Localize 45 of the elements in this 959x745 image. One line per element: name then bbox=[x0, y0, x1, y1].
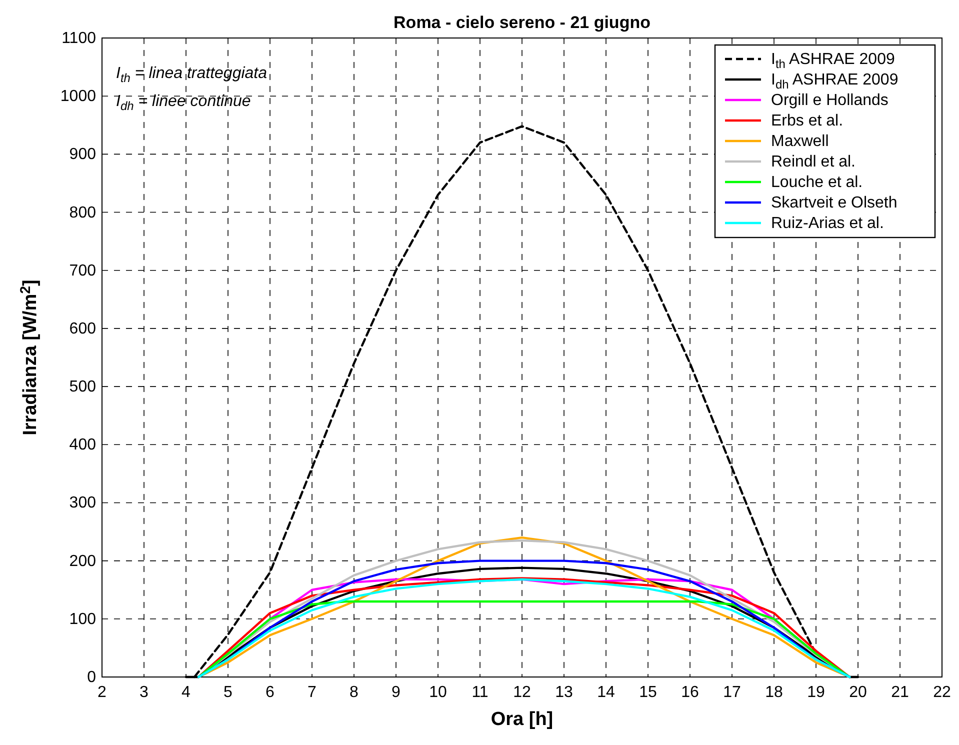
x-tick-label: 21 bbox=[891, 684, 909, 701]
x-tick-label: 10 bbox=[429, 684, 447, 701]
y-tick-label: 400 bbox=[69, 436, 96, 454]
y-tick-label: 100 bbox=[69, 610, 96, 628]
x-tick-label: 13 bbox=[555, 684, 573, 701]
x-tick-label: 7 bbox=[308, 684, 317, 701]
legend-label: I$_{th}$ ASHRAE 2009 bbox=[771, 51, 895, 71]
y-tick-label: 800 bbox=[69, 204, 96, 222]
x-tick-label: 18 bbox=[765, 684, 783, 701]
x-tick-label: 3 bbox=[140, 684, 149, 701]
x-tick-label: 14 bbox=[597, 684, 615, 701]
legend-label: Orgill e Hollands bbox=[771, 92, 888, 109]
x-tick-label: 9 bbox=[392, 684, 401, 701]
x-tick-label: 15 bbox=[639, 684, 657, 701]
y-tick-label: 200 bbox=[69, 552, 96, 570]
x-tick-label: 22 bbox=[933, 684, 951, 701]
x-tick-label: 8 bbox=[350, 684, 359, 701]
legend-label: Louche et al. bbox=[771, 174, 863, 191]
legend-label: Erbs et al. bbox=[771, 112, 844, 130]
legend-label: Skartveit e Olseth bbox=[771, 194, 898, 212]
y-tick-label: 600 bbox=[69, 320, 96, 338]
x-tick-label: 20 bbox=[849, 684, 867, 701]
legend-label: Reindl et al. bbox=[771, 154, 856, 170]
legend-label: I$_{dh}$ ASHRAE 2009 bbox=[771, 72, 898, 92]
x-tick-label: 16 bbox=[681, 684, 699, 701]
x-tick-label: 2 bbox=[98, 684, 107, 701]
x-tick-label: 6 bbox=[266, 684, 275, 701]
legend-label: Maxwell bbox=[771, 133, 829, 150]
x-tick-label: 4 bbox=[182, 684, 191, 701]
x-axis-title: Ora [h] bbox=[490, 709, 554, 730]
y-tick-label: 1000 bbox=[60, 88, 96, 106]
x-tick-label: 5 bbox=[224, 684, 233, 701]
y-tick-label: 300 bbox=[69, 494, 96, 512]
y-tick-label: 1100 bbox=[62, 30, 96, 47]
annotation: I$_{th}$ = linea tratteggiata bbox=[116, 65, 268, 85]
legend-label: Ruiz-Arias et al. bbox=[771, 215, 884, 232]
x-tick-label: 12 bbox=[513, 684, 531, 701]
y-tick-label: 500 bbox=[69, 378, 96, 396]
y-tick-label: 700 bbox=[69, 262, 96, 280]
x-tick-label: 11 bbox=[472, 684, 488, 701]
x-tick-label: 17 bbox=[723, 684, 741, 701]
y-tick-label: 900 bbox=[69, 146, 96, 164]
x-tick-label: 19 bbox=[807, 684, 825, 701]
chart-title: Roma - cielo sereno - 21 giugno bbox=[394, 13, 650, 32]
y-tick-label: 0 bbox=[87, 669, 96, 686]
